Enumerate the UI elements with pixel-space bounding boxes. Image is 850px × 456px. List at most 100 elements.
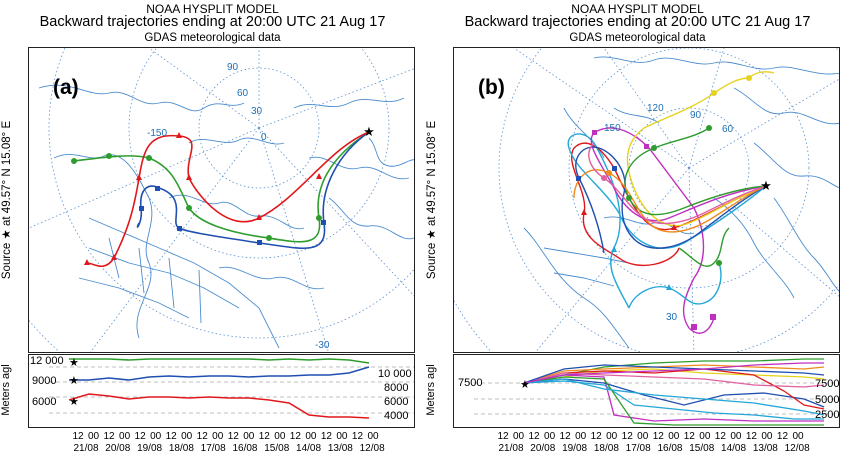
time-tick: 00 (512, 431, 525, 442)
time-axis-a: 12 00 12 00 12 00 12 00 12 00 12 00 12 00 12 00 12 00 12 00 (28, 431, 415, 443)
height-profile-a: ★ ★ ★ (28, 354, 415, 428)
panel-b: NOAA HYSPLIT MODEL Backward trajectories… (425, 0, 850, 456)
time-tick: 00 (212, 431, 224, 442)
source-star-icon: ★ (520, 379, 530, 391)
time-tick: 00 (699, 431, 711, 442)
vertical-axis-label: Meters agl (0, 364, 12, 416)
graticule-label: -30 (315, 340, 330, 351)
time-tick: 12 (714, 431, 726, 442)
trajectory-blue (136, 131, 370, 250)
height-profile-b: ★ (453, 354, 840, 428)
graticule (29, 48, 414, 352)
date-tick: 12/08 (784, 443, 810, 454)
time-tick: 12 (652, 431, 664, 442)
time-tick: 12 (134, 431, 146, 442)
date-tick: 16/08 (657, 443, 683, 454)
chart-title: Backward trajectories ending at 20:00 UT… (39, 14, 386, 30)
height-label-right: 5000 (815, 394, 840, 406)
time-tick: 12 (227, 431, 239, 442)
time-tick: 12 (559, 431, 571, 442)
date-axis-b: 21/08 20/08 19/08 18/08 17/08 16/08 15/08 14/08… (453, 443, 840, 455)
date-tick: 13/08 (327, 443, 353, 454)
date-tick: 12/08 (359, 443, 385, 454)
coastlines (38, 84, 414, 349)
height-label-right: 7500 (815, 378, 840, 390)
source-star-icon: ★ (363, 124, 375, 139)
time-tick: 00 (243, 431, 255, 442)
source-location-label: Source ★ at 49.57° N 15.08° E (426, 120, 438, 280)
time-tick: 00 (181, 431, 193, 442)
graticule-label: 120 (647, 103, 664, 114)
time-tick: 00 (668, 431, 680, 442)
time-tick: 12 (745, 431, 757, 442)
panel-label-b: (b) (478, 76, 505, 99)
time-tick: 00 (637, 431, 649, 442)
time-tick: 00 (367, 431, 379, 442)
date-tick: 21/08 (498, 443, 524, 454)
height-label-right: 10 000 (378, 368, 412, 380)
time-tick: 12 (196, 431, 208, 442)
graticule-label: 90 (227, 62, 239, 73)
height-label-right: 8000 (384, 382, 409, 394)
trajectory-lines (73, 131, 370, 267)
graticule (454, 48, 839, 352)
time-tick: 12 (103, 431, 115, 442)
time-tick: 00 (606, 431, 618, 442)
date-tick: 19/08 (562, 443, 588, 454)
date-tick: 13/08 (752, 443, 778, 454)
time-tick: 00 (119, 431, 131, 442)
date-tick: 20/08 (530, 443, 556, 454)
chart-subtitle: GDAS meteorological data (144, 32, 281, 44)
source-location-label: Source ★ at 49.57° N 15.08° E (1, 120, 13, 280)
time-tick: 12 (258, 431, 270, 442)
time-tick: 12 (776, 431, 789, 442)
graticule-label: 60 (722, 124, 734, 135)
source-star-icon: ★ (69, 357, 79, 369)
time-tick: 00 (87, 431, 100, 442)
date-tick: 17/08 (200, 443, 226, 454)
time-tick: 00 (575, 431, 587, 442)
panel-a: NOAA HYSPLIT MODEL Backward trajectories… (0, 2, 415, 455)
graticule-label: 60 (237, 88, 249, 99)
date-tick: 15/08 (689, 443, 715, 454)
vertical-axis-label: Meters agl (425, 364, 437, 416)
trajectory-map-a: ★ (a) 90 60 30 0 -150 -30 (28, 47, 415, 353)
date-axis-a: 21/08 20/08 19/08 18/08 17/08 16/08 15/08 14/08… (28, 443, 415, 455)
time-tick: 00 (761, 431, 773, 442)
height-label-right: 4000 (384, 410, 409, 422)
chart-title: Backward trajectories ending at 20:00 UT… (464, 14, 811, 30)
time-axis-b: 12 00 12 00 12 00 12 00 12 00 12 00 12 00 12 00 12 00 12 00 (453, 431, 840, 443)
time-tick: 00 (150, 431, 162, 442)
model-title: NOAA HYSPLIT MODEL (571, 2, 704, 16)
graticule-label: 0 (261, 132, 267, 143)
trajectory-markers (576, 75, 752, 330)
chart-subtitle: GDAS meteorological data (569, 32, 706, 44)
graticule-label: 30 (251, 106, 263, 117)
time-tick: 00 (792, 431, 804, 442)
time-tick: 12 (497, 431, 509, 442)
date-tick: 15/08 (264, 443, 290, 454)
time-tick: 00 (274, 431, 286, 442)
time-tick: 12 (621, 431, 633, 442)
time-tick: 12 (590, 431, 602, 442)
time-tick: 12 (528, 431, 540, 442)
time-tick: 00 (544, 431, 556, 442)
date-tick: 21/08 (73, 443, 99, 454)
graticule-label: 90 (690, 110, 702, 121)
height-label-left: 9000 (32, 375, 57, 387)
trajectory-map-b: ★ (b) 120 90 60 150 30 (453, 47, 840, 353)
time-tick: 12 (72, 431, 84, 442)
date-tick: 18/08 (168, 443, 194, 454)
source-star-icon: ★ (69, 375, 79, 387)
time-tick: 12 (683, 431, 695, 442)
date-tick: 20/08 (105, 443, 131, 454)
height-label-right: 2500 (815, 409, 840, 421)
time-tick: 12 (165, 431, 177, 442)
time-tick: 00 (305, 431, 317, 442)
date-tick: 14/08 (296, 443, 322, 454)
time-tick: 12 (289, 431, 301, 442)
date-tick: 19/08 (137, 443, 163, 454)
height-label-right: 6000 (384, 396, 409, 408)
trajectory-markers (71, 132, 326, 265)
time-tick: 12 (320, 431, 332, 442)
